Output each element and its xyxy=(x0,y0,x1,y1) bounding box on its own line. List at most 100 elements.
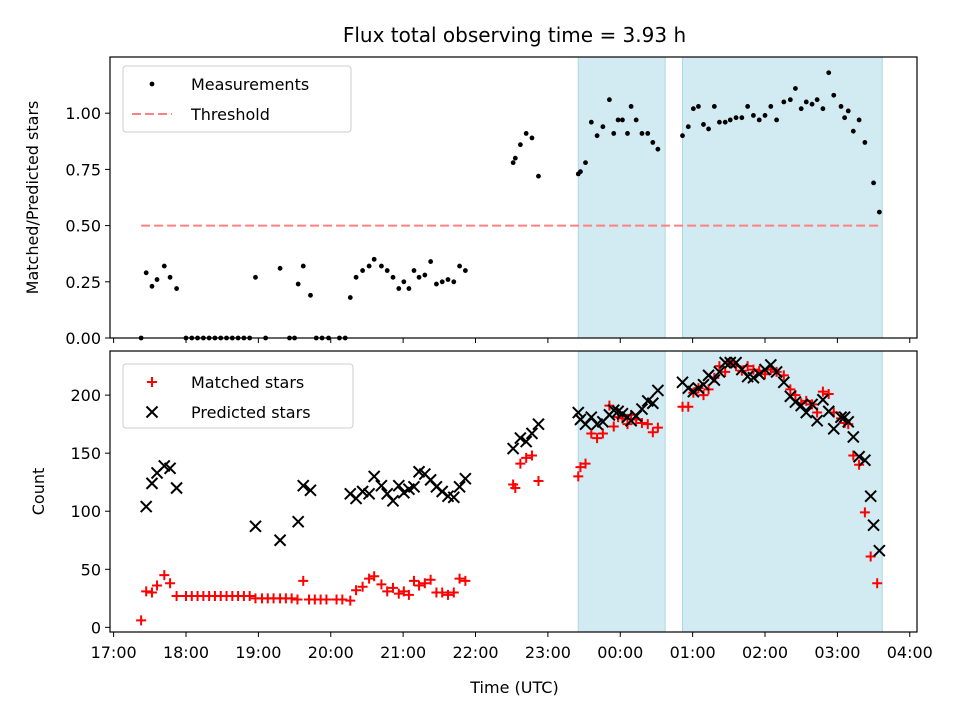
matched-star-point xyxy=(510,483,521,494)
predicted-star-point xyxy=(532,417,545,431)
measurement-point xyxy=(798,106,804,112)
measurement-point xyxy=(826,70,832,76)
measurement-point xyxy=(606,97,612,103)
matched-star-point xyxy=(408,575,419,586)
predicted-star-point xyxy=(747,371,760,384)
measurement-point xyxy=(762,113,768,118)
matched-star-point xyxy=(152,580,163,591)
measurement-point xyxy=(161,263,167,269)
predicted-star-point xyxy=(867,518,880,532)
predicted-star-point xyxy=(362,487,376,501)
x-tick-label: 04:00 xyxy=(887,643,933,662)
count-panel-y-tick-label: 150 xyxy=(70,444,101,463)
predicted-star-point xyxy=(852,450,866,463)
predicted-star-point xyxy=(816,393,830,406)
measurement-point xyxy=(457,263,462,269)
matched-star-point xyxy=(425,574,436,585)
ratio-panel-y-tick-label: 0.50 xyxy=(65,217,101,236)
predicted-star-point xyxy=(375,479,388,492)
matched-star-point xyxy=(533,476,544,487)
ratio-panel-y-tick-label: 1.00 xyxy=(65,104,101,123)
matched-star-point xyxy=(698,390,709,401)
ratio-panel-legend-box xyxy=(122,65,352,133)
matched-star-point xyxy=(642,419,653,430)
matched-star-point xyxy=(575,462,586,473)
x-tick-label: 23:00 xyxy=(525,643,571,662)
measurement-point xyxy=(842,115,848,121)
measurement-point xyxy=(578,169,583,175)
matched-star-point xyxy=(141,586,152,597)
matched-star-point xyxy=(636,417,647,428)
matched-star-point xyxy=(369,571,380,582)
count-panel: 17:00 18:00 19:00 20:00 21:00 22:00 23:00 00:00… xyxy=(29,350,933,662)
measurement-point xyxy=(645,131,651,136)
measurement-point xyxy=(696,104,701,109)
matched-star-point xyxy=(460,575,471,586)
matched-star-point xyxy=(414,580,425,591)
count-panel-observing-window-0 xyxy=(577,350,666,633)
predicted-star-point xyxy=(291,515,305,528)
matched-star-point xyxy=(146,587,157,598)
matched-star-point xyxy=(403,589,414,600)
ratio-panel-observing-window-1 xyxy=(681,56,883,339)
measurement-point xyxy=(690,106,696,112)
measurement-point xyxy=(416,274,422,280)
measurement-point xyxy=(143,270,149,276)
predicted-star-point xyxy=(651,384,665,397)
predicted-star-point xyxy=(514,431,527,445)
measurement-point xyxy=(655,146,661,152)
measurement-point xyxy=(347,295,353,300)
measurement-point xyxy=(149,283,155,289)
predicted-star-point xyxy=(139,500,153,513)
measurement-point xyxy=(845,108,851,114)
measurement-point xyxy=(711,104,717,109)
predicted-star-point xyxy=(407,480,421,494)
count-panel-frame xyxy=(109,350,918,633)
measurement-point xyxy=(739,115,745,121)
measurement-point xyxy=(793,86,798,91)
predicted-star-point xyxy=(506,442,520,455)
ratio-panel-observing-window-0 xyxy=(577,56,666,339)
measurement-point xyxy=(862,140,868,145)
measurement-point xyxy=(360,268,365,273)
matched-star-point xyxy=(351,585,362,596)
count-panel-y-tick-label: 50 xyxy=(81,560,101,579)
matched-star-point xyxy=(817,386,828,397)
measurement-point xyxy=(445,277,451,282)
measurement-point xyxy=(774,117,779,123)
predicted-star-point xyxy=(708,373,721,387)
measurement-point xyxy=(308,292,313,298)
predicted-star-point xyxy=(170,481,183,495)
predicted-star-point xyxy=(810,414,824,427)
predicted-star-point xyxy=(770,365,783,379)
measurement-point xyxy=(701,122,706,127)
measurement-point xyxy=(523,131,529,136)
matched-star-point xyxy=(573,471,584,482)
predicted-star-point xyxy=(572,406,585,419)
x-tick-label: 03:00 xyxy=(814,643,860,662)
x-tick-label: 00:00 xyxy=(597,643,643,662)
measurement-point xyxy=(462,268,468,273)
matched-star-point xyxy=(442,589,453,600)
predicted-star-point xyxy=(447,491,460,504)
predicted-star-point xyxy=(646,397,660,410)
predicted-star-point xyxy=(453,480,466,494)
matched-star-point xyxy=(720,366,731,377)
count-panel-y-axis-label: Count xyxy=(29,468,48,516)
ratio-panel-y-tick-label: 0.25 xyxy=(65,273,101,292)
predicted-star-point xyxy=(392,479,405,492)
x-tick-label: 17:00 xyxy=(91,643,137,662)
predicted-star-point xyxy=(145,477,159,490)
matched-star-point xyxy=(608,421,619,432)
measurement-point xyxy=(353,274,359,280)
measurement-point xyxy=(814,97,820,103)
matched-star-point xyxy=(364,573,375,584)
matched-star-point xyxy=(592,433,603,444)
measurement-point xyxy=(751,113,756,118)
measurement-point xyxy=(600,124,606,130)
legend-label: Matched stars xyxy=(191,373,304,392)
measurement-point xyxy=(706,126,711,132)
measurement-point xyxy=(781,99,787,105)
